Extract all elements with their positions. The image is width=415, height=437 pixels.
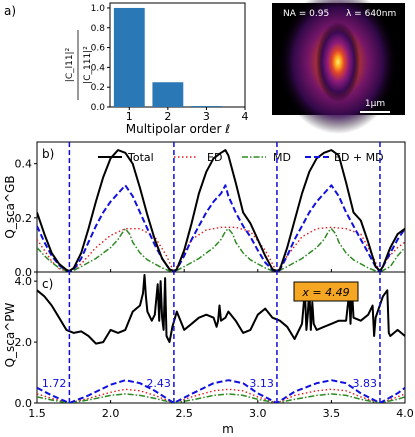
legend-label-ed: ED [207,151,222,164]
badge-text: x = 4.49 [301,286,349,299]
bar-chart-y-ticks: 0.0 0.2 0.4 0.6 0.8 1.0 [91,4,110,113]
panel-b-label: b) [42,147,54,161]
legend: Total ED MD ED + MD [98,151,384,164]
scale-bar-label: 1μm [365,99,385,109]
wavelength-label: λ = 640nm [346,9,396,19]
legend-label-total: Total [127,151,154,164]
x-tick-label: 4.0 [396,407,414,420]
y-tick-label: 0.6 [91,44,106,54]
y-tick-label: 0.8 [91,24,106,34]
focal-spot-image: NA = 0.95 λ = 640nm 1μm [272,0,405,134]
resonance-marker-label: 1.72 [42,377,67,390]
size-parameter-badge: x = 4.49 [293,281,359,302]
focal-glow-inner [316,22,360,102]
y-label-numerator: |C_l11|² [65,47,75,82]
y-tick-label: 1.0 [91,4,106,14]
legend-label-md: MD [273,151,291,164]
resonance-markers: 1.72 2.43 3.13 3.83 [42,142,381,403]
bar-chart-x-ticks: 1 2 3 4 [126,107,249,123]
y-tick-label: 0.4 [15,158,33,171]
x-tick-label: 3 [203,110,210,123]
y-tick-label: 0.0 [91,103,106,113]
series-line-ed-md [37,184,405,272]
panel-a-label: a) [4,4,16,18]
x-axis-label: m [222,422,234,436]
badge-box [293,281,359,302]
series-line-ed [37,226,405,272]
panel-c-y-label: Q_sca^PW [3,302,17,367]
bar-chart-y-label: |C_l11|² |C_111|² [65,30,93,100]
x-tick-label: 3.5 [323,407,341,420]
panel-c-x-ticks: 1.5 2.0 2.5 3.0 3.5 4.0 [28,400,414,420]
bar-2 [152,82,184,107]
bar-group [113,7,222,108]
panel-c: c) 0.0 2.0 4.0 1.5 2.0 2.5 3.0 3.5 4.0 Q_sca^PW… [3,271,414,436]
bar-3 [191,106,222,107]
panel-c-y-ticks: 0.0 2.0 4.0 [15,275,37,410]
x-tick-label: 2 [164,110,171,123]
series-line-md [37,393,405,403]
x-tick-label: 1 [126,110,133,123]
y-tick-label: 0.0 [15,266,33,279]
y-tick-label: 0.0 [15,397,33,410]
y-tick-label: 0.2 [91,83,105,93]
bar-chart-x-label: Multipolar order ℓ [126,122,231,136]
y-label-denominator: |C_111|² [83,46,93,84]
panel-c-frame [36,271,406,404]
y-tick-label: 2.0 [15,336,33,349]
x-tick-label: 2.0 [102,407,120,420]
bar-1 [113,7,145,108]
x-tick-label: 4 [242,110,249,123]
series-line-total [37,274,405,345]
series-line-ed-md [37,379,405,403]
series-line-ed [37,388,405,403]
panel-c-lines [37,274,405,403]
panel-b: b) 0.0 0.2 0.4 Q_sca^GB Total ED MD ED + M… [3,141,406,279]
series-line-total [37,149,405,272]
panel-b-y-ticks: 0.0 0.2 0.4 [15,158,37,279]
x-tick-label: 2.5 [175,407,193,420]
x-tick-label: 1.5 [28,407,46,420]
y-tick-label: 0.4 [91,63,106,73]
panel-b-lines [37,149,405,272]
resonance-marker-label: 3.13 [249,377,274,390]
na-label: NA = 0.95 [283,9,329,19]
y-tick-label: 0.2 [15,212,33,225]
series-line-md [37,227,405,272]
y-tick-label: 4.0 [15,275,33,288]
resonance-marker-label: 3.83 [352,377,377,390]
panel-b-y-label: Q_sca^GB [3,175,17,238]
x-tick-label: 3.0 [249,407,267,420]
legend-label-edmd: ED + MD [334,151,384,164]
resonance-marker-label: 2.43 [146,377,171,390]
panel-c-label: c) [42,277,53,291]
panel-a: a) 0.0 0.2 0.4 0.6 0.8 1.0 1 2 3 4 |C_l11|² |C_1… [4,2,249,136]
